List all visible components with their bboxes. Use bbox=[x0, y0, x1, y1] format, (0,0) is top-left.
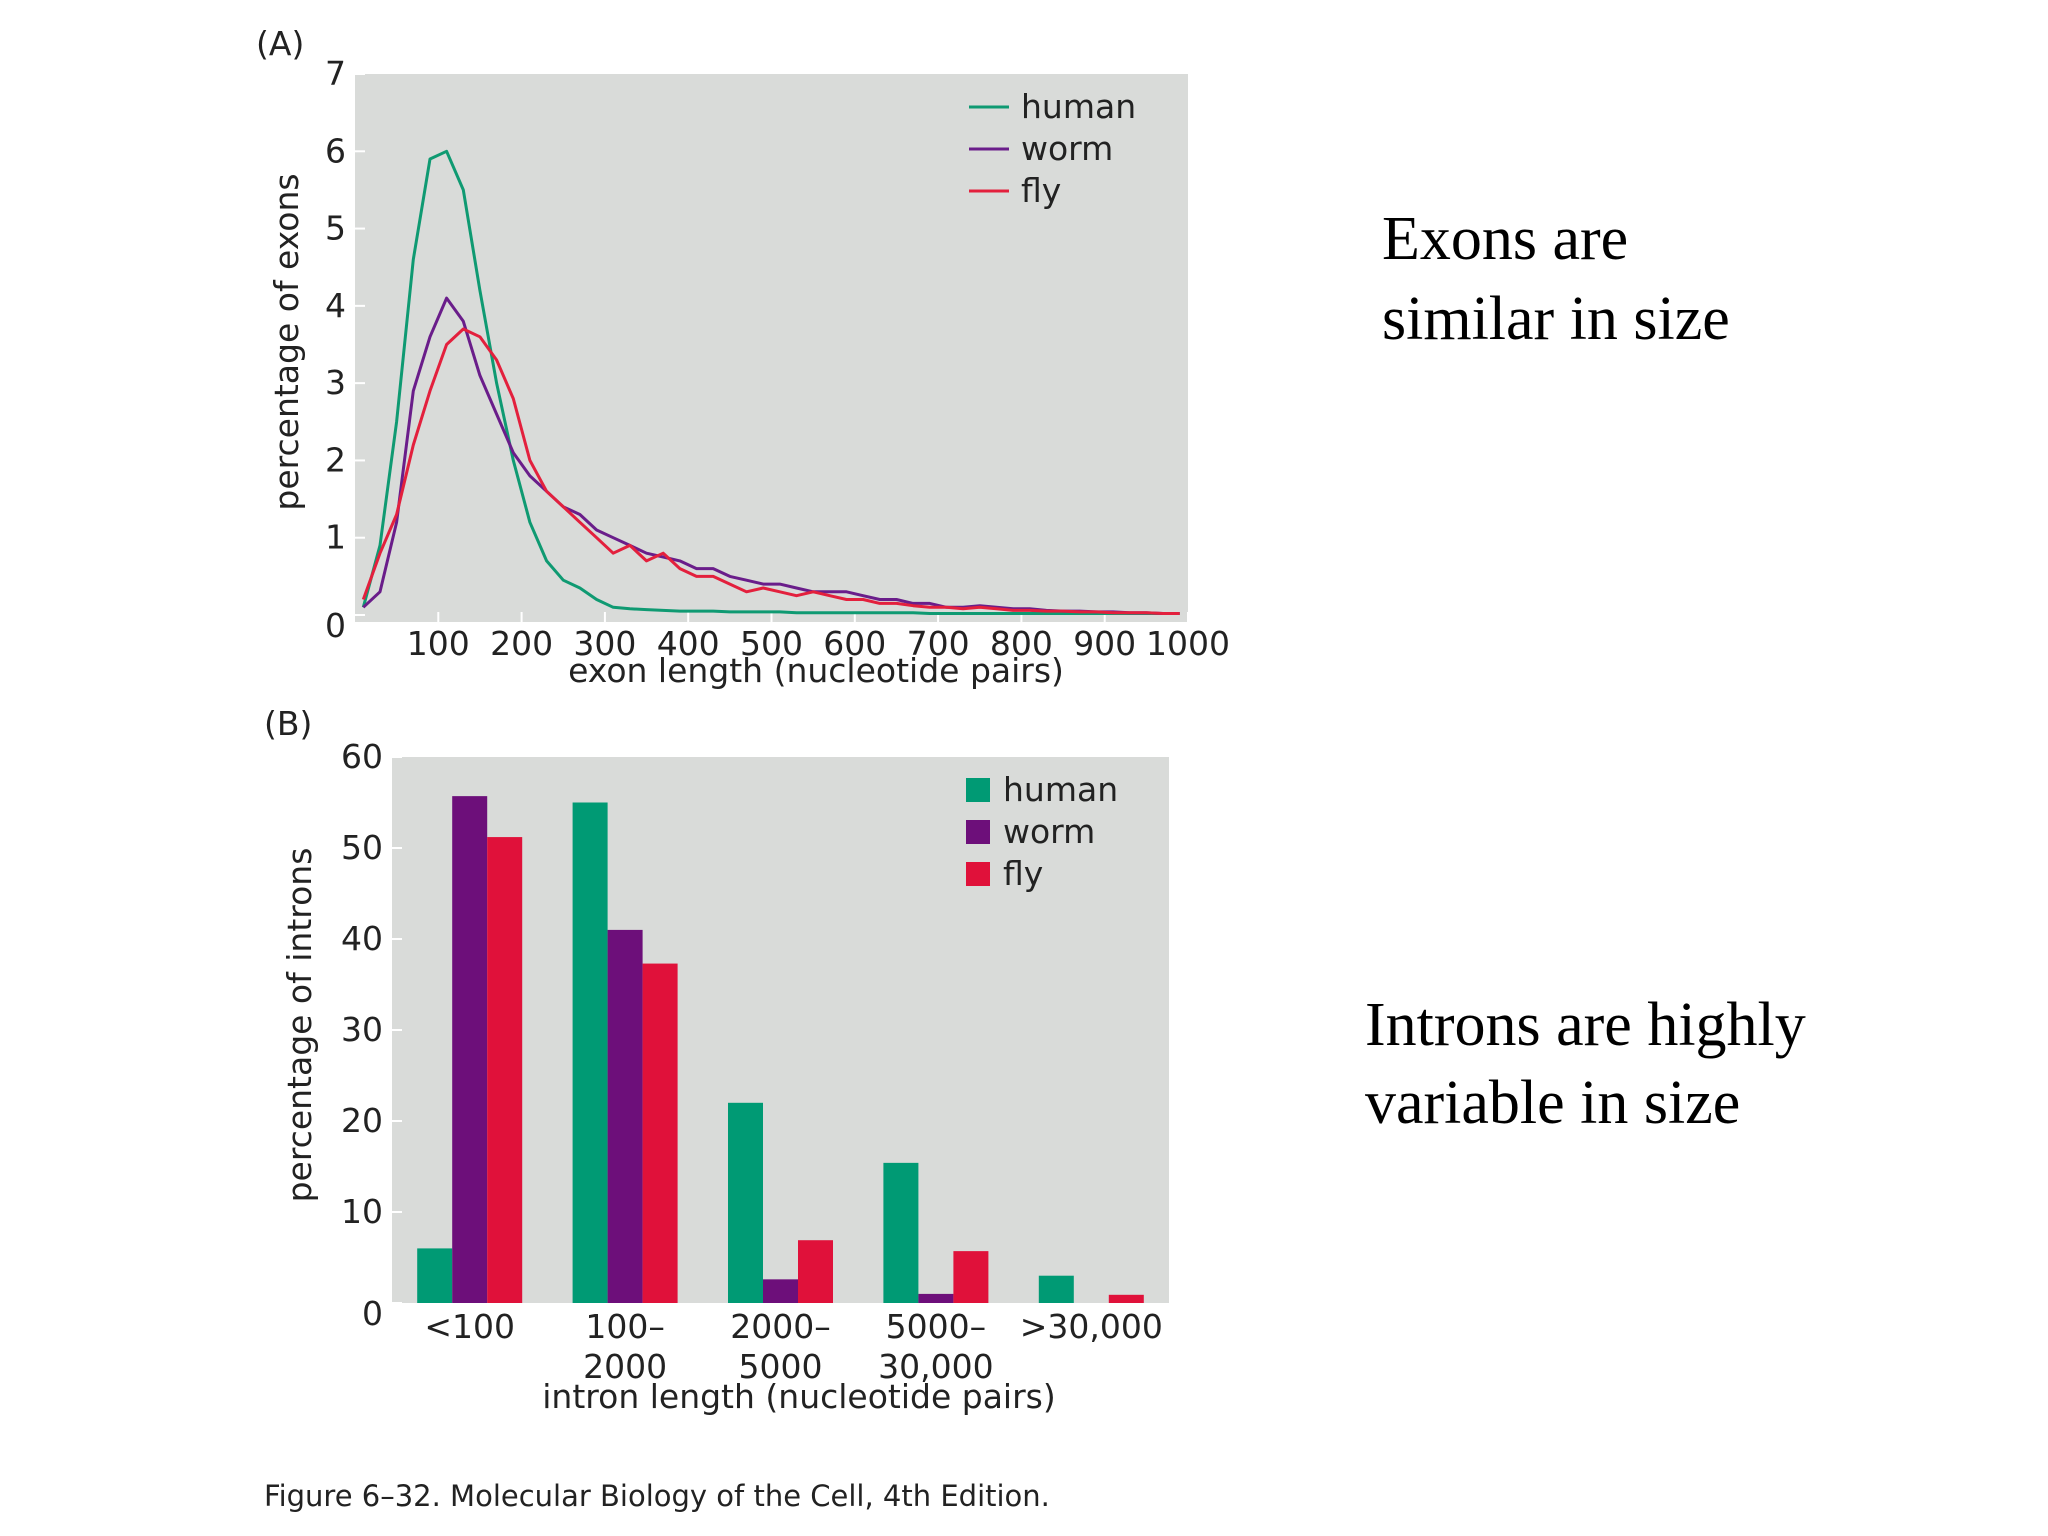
legend-label: fly bbox=[1021, 171, 1061, 210]
x-axis-label: intron length (nucleotide pairs) bbox=[542, 1377, 1055, 1416]
caption: Figure 6–32. Molecular Biology of the Ce… bbox=[264, 1479, 1050, 1513]
x-tick-label: 100 bbox=[407, 624, 470, 663]
bar bbox=[728, 1102, 763, 1303]
y-tick-label: 60 bbox=[341, 737, 383, 776]
panel-label: (B) bbox=[264, 704, 312, 743]
data-line bbox=[361, 327, 1180, 615]
y-axis-label: percentage of introns bbox=[280, 848, 319, 1203]
y-tick-label: 20 bbox=[341, 1101, 383, 1140]
annotation: similar in size bbox=[1382, 285, 1730, 353]
bar bbox=[1038, 1275, 1074, 1303]
legend-label: fly bbox=[1003, 854, 1043, 893]
x-axis-label: exon length (nucleotide pairs) bbox=[568, 651, 1064, 690]
legend-label: worm bbox=[1021, 129, 1113, 168]
y-tick-label: 0 bbox=[325, 606, 346, 645]
legend-label: worm bbox=[1003, 812, 1095, 851]
y-tick-label: 4 bbox=[325, 286, 346, 325]
y-tick-label: 3 bbox=[325, 363, 346, 402]
y-tick-label: 50 bbox=[341, 828, 383, 867]
panel-label: (A) bbox=[256, 24, 304, 63]
x-tick-label: 200 bbox=[490, 624, 553, 663]
bar bbox=[883, 1162, 919, 1303]
x-tick-label: 400 bbox=[657, 624, 720, 663]
y-tick-label: 30 bbox=[341, 1010, 383, 1049]
x-tick-label: 600 bbox=[823, 624, 886, 663]
bar bbox=[417, 1248, 453, 1303]
y-tick-label: 10 bbox=[341, 1192, 383, 1231]
x-tick-label: 700 bbox=[907, 624, 970, 663]
annotation: Exons are bbox=[1382, 205, 1628, 273]
x-tick-label: <100 bbox=[424, 1307, 515, 1346]
y-tick-label: 1 bbox=[325, 518, 346, 557]
bar bbox=[953, 1251, 989, 1303]
bar bbox=[607, 929, 643, 1303]
legend-swatch bbox=[966, 820, 990, 844]
legend-label: human bbox=[1003, 770, 1118, 809]
x-tick-label: 5000– 30,000 bbox=[878, 1307, 993, 1386]
bar bbox=[487, 837, 523, 1303]
y-tick-label: 0 bbox=[362, 1294, 383, 1333]
y-tick-label: 2 bbox=[325, 440, 346, 479]
y-axis-label: percentage of exons bbox=[267, 173, 306, 510]
annotation: variable in size bbox=[1365, 1069, 1740, 1137]
annotation: Introns are highly bbox=[1365, 991, 1806, 1059]
data-line bbox=[361, 149, 1180, 615]
y-tick-label: 7 bbox=[325, 54, 346, 93]
x-tick-label: 500 bbox=[740, 624, 803, 663]
y-tick-label: 5 bbox=[325, 209, 346, 248]
x-tick-label: 2000– 5000 bbox=[730, 1307, 830, 1386]
bar bbox=[918, 1293, 954, 1303]
x-tick-label: 1000 bbox=[1146, 624, 1230, 663]
x-tick-label: 900 bbox=[1073, 624, 1136, 663]
x-tick-label: >30,000 bbox=[1020, 1307, 1163, 1346]
y-tick-label: 40 bbox=[341, 919, 383, 958]
legend-label: human bbox=[1021, 87, 1136, 126]
bar bbox=[572, 802, 608, 1303]
plot-background bbox=[355, 74, 1188, 622]
legend-swatch bbox=[966, 778, 990, 802]
bar bbox=[1108, 1294, 1144, 1303]
legend-swatch bbox=[966, 862, 990, 886]
x-tick-label: 300 bbox=[573, 624, 636, 663]
x-tick-label: 100– 2000 bbox=[583, 1307, 667, 1386]
bar bbox=[763, 1279, 798, 1303]
bar bbox=[452, 796, 488, 1303]
bar bbox=[642, 963, 678, 1303]
x-tick-label: 800 bbox=[990, 624, 1053, 663]
y-tick-label: 6 bbox=[325, 131, 346, 170]
bar bbox=[798, 1240, 833, 1303]
